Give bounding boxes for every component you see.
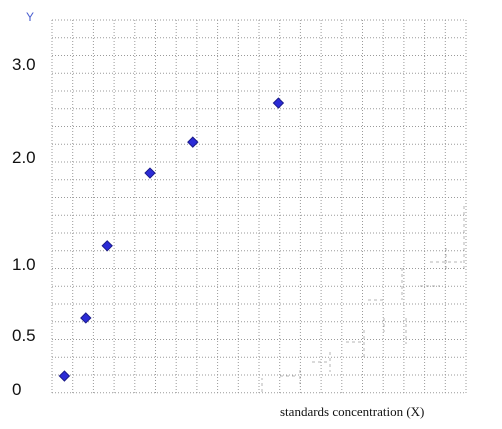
data-point	[144, 167, 156, 179]
data-point	[101, 240, 113, 252]
y-tick-label: 3.0	[12, 55, 36, 74]
data-points	[58, 97, 285, 382]
data-point	[80, 312, 92, 324]
faint-background-marks	[261, 206, 465, 392]
y-tick-label: 0	[12, 380, 21, 399]
y-axis-tick-labels: 0 0.5 1.0 2.0 3.0	[12, 55, 36, 399]
data-point	[272, 97, 285, 109]
y-tick-label: 2.0	[12, 148, 36, 167]
y-tick-label: 1.0	[12, 255, 36, 274]
y-tick-label: 0.5	[12, 326, 36, 345]
grid	[51, 19, 467, 394]
y-axis-label: Y	[26, 10, 34, 24]
data-point	[58, 370, 71, 382]
x-axis-label: standards concentration (X)	[280, 404, 424, 419]
data-point	[187, 136, 199, 148]
